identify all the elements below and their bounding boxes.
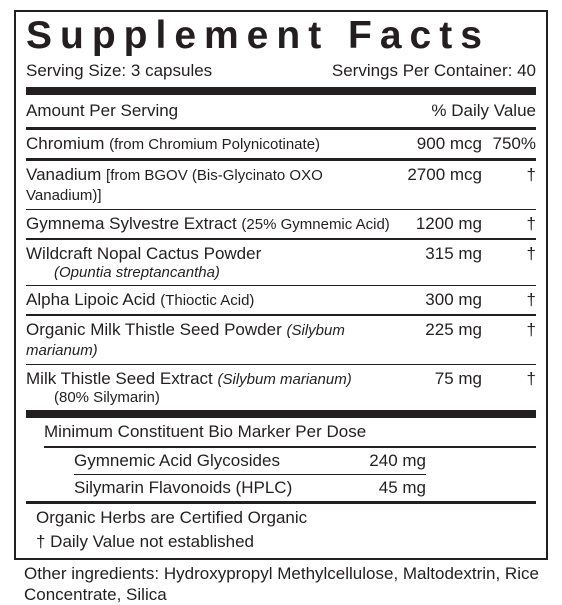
bio-marker-name: Gymnemic Acid Glycosides <box>74 451 361 471</box>
ingredient-amount: 315 mg <box>402 244 482 264</box>
rule-thin <box>26 285 536 287</box>
servings-per-container-label: Servings Per Container: <box>332 61 512 81</box>
other-ingredients: Other ingredients: Hydroxypropyl Methylc… <box>14 560 548 605</box>
ingredient-dv: † <box>492 214 536 234</box>
ingredient-amount: 2700 mcg <box>402 165 482 185</box>
rule-thin <box>26 364 536 366</box>
bio-marker-name: Silymarin Flavonoids (HPLC) <box>74 478 371 498</box>
ingredients-list: Chromium (from Chromium Polynicotinate) 9… <box>26 132 536 409</box>
ingredient-name: Organic Milk Thistle Seed Powder (Silybu… <box>26 320 392 360</box>
panel-title: Supplement Facts <box>26 16 536 59</box>
dv-footnote: † Daily Value not established <box>26 530 536 554</box>
rule-thin <box>26 238 536 240</box>
rule-thin <box>26 314 536 316</box>
ingredient-dv: † <box>492 369 536 389</box>
ingredient-row: Milk Thistle Seed Extract (Silybum maria… <box>26 367 536 408</box>
rule-thin <box>74 474 426 476</box>
column-headers: Amount Per Serving % Daily Value <box>26 97 536 125</box>
ingredient-name: Wildcraft Nopal Cactus Powder(Opuntia st… <box>26 244 392 281</box>
bio-markers-list: Gymnemic Acid Glycosides 240 mg Silymarin … <box>26 450 536 500</box>
amount-per-serving-label: Amount Per Serving <box>26 101 178 121</box>
ingredient-dv: 750% <box>492 134 536 154</box>
daily-value-label: % Daily Value <box>431 101 536 121</box>
rule-thick-2 <box>26 410 536 418</box>
rule-thin <box>26 209 536 211</box>
ingredient-name: Milk Thistle Seed Extract (Silybum maria… <box>26 369 392 406</box>
rule-thick <box>26 87 536 95</box>
ingredient-row: Organic Milk Thistle Seed Powder (Silybu… <box>26 318 536 362</box>
serving-row: Serving Size: 3 capsules Servings Per Co… <box>26 59 536 85</box>
bio-marker-row: Gymnemic Acid Glycosides 240 mg <box>26 450 536 472</box>
ingredient-amount: 225 mg <box>402 320 482 340</box>
rule-medium-2 <box>26 501 536 504</box>
ingredient-dv: † <box>492 290 536 310</box>
rule-medium <box>26 158 536 161</box>
organic-note: Organic Herbs are Certified Organic <box>26 506 536 530</box>
bio-marker-amount: 45 mg <box>379 478 536 498</box>
bio-marker-row: Silymarin Flavonoids (HPLC) 45 mg <box>26 477 536 499</box>
servings-per-container-value: 40 <box>517 61 536 81</box>
ingredient-row: Chromium (from Chromium Polynicotinate) 9… <box>26 132 536 156</box>
serving-size-label: Serving Size: <box>26 61 126 81</box>
ingredient-dv: † <box>492 320 536 340</box>
ingredient-row: Alpha Lipoic Acid (Thioctic Acid) 300 mg † <box>26 288 536 312</box>
ingredient-dv: † <box>492 165 536 185</box>
serving-size-value: 3 capsules <box>131 61 212 81</box>
ingredient-row: Vanadium [from BGOV (Bis-Glycinato OXO V… <box>26 163 536 207</box>
ingredient-row: Wildcraft Nopal Cactus Powder(Opuntia st… <box>26 242 536 283</box>
rule-thin <box>44 446 536 448</box>
ingredient-name: Chromium (from Chromium Polynicotinate) <box>26 134 392 154</box>
ingredient-name: Alpha Lipoic Acid (Thioctic Acid) <box>26 290 392 310</box>
bio-marker-header: Minimum Constituent Bio Marker Per Dose <box>26 420 536 444</box>
rule-medium <box>26 127 536 130</box>
ingredient-amount: 1200 mg <box>402 214 482 234</box>
ingredient-row: Gymnema Sylvestre Extract (25% Gymnemic … <box>26 212 536 236</box>
ingredient-name: Vanadium [from BGOV (Bis-Glycinato OXO V… <box>26 165 392 205</box>
supplement-facts-panel: Supplement Facts Serving Size: 3 capsule… <box>14 10 548 560</box>
bio-marker-amount: 240 mg <box>369 451 536 471</box>
ingredient-amount: 300 mg <box>402 290 482 310</box>
ingredient-amount: 900 mcg <box>402 134 482 154</box>
ingredient-dv: † <box>492 244 536 264</box>
ingredient-amount: 75 mg <box>402 369 482 389</box>
ingredient-name: Gymnema Sylvestre Extract (25% Gymnemic … <box>26 214 392 234</box>
